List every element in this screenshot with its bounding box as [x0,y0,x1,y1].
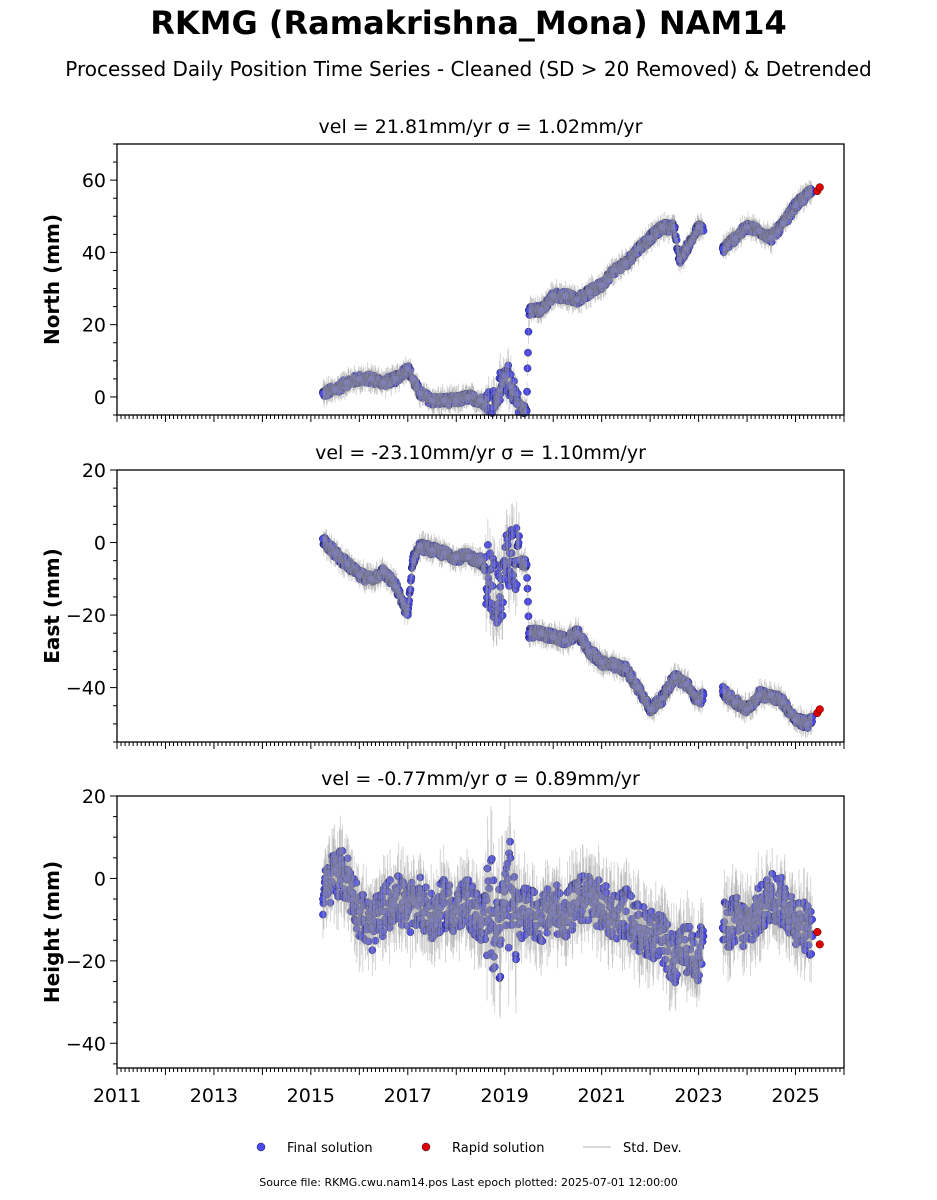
std-dev-bars [322,501,813,739]
final-solution-point [524,327,533,336]
y-axis-label: East (mm) [40,548,64,664]
y-tick-label: 0 [94,387,106,409]
y-tick-label: 20 [82,460,106,482]
y-tick-label: −20 [66,605,106,627]
final-solution-point [510,377,518,385]
y-ticks: 0 20 40 60 [82,143,117,416]
final-solution-point [523,364,532,373]
x-ticks [116,415,845,422]
chart-main-title: RKMG (Ramakrishna_Mona) NAM14 [150,4,787,42]
y-tick-label: 0 [94,533,106,555]
rapid-solution-point [815,183,824,192]
y-axis-label: Height (mm) [40,861,64,1003]
final-solution-point [523,387,531,396]
panel-1: vel = -23.10mm/yr σ = 1.10mm/yr East (mm)… [40,442,845,749]
panel-title: vel = 21.81mm/yr σ = 1.02mm/yr [319,116,643,138]
x-ticks [116,742,845,749]
rapid-solution-point [815,705,824,714]
final-solution-point [504,361,513,370]
y-axis-label: North (mm) [40,214,64,345]
chart-subtitle: Processed Daily Position Time Series - C… [65,57,872,81]
panel-2: vel = -0.77mm/yr σ = 0.89mm/yr Height (mm… [40,768,845,1107]
y-tick-label: 60 [82,170,106,192]
y-tick-label: 40 [82,242,106,264]
panel-title: vel = -0.77mm/yr σ = 0.89mm/yr [321,768,640,790]
y-tick-label: −40 [66,678,106,700]
y-ticks: −40 −20 0 20 [66,460,117,743]
y-tick-label: 20 [82,315,106,337]
rapid-solution-points [813,705,824,718]
panel-title: vel = -23.10mm/yr σ = 1.10mm/yr [315,442,646,464]
std-dev-bars [322,180,813,415]
final-solution-points [319,184,817,417]
rapid-solution-points [813,183,824,196]
panel-0: vel = 21.81mm/yr σ = 1.02mm/yr North (mm)… [40,116,845,422]
axes-frame [116,143,845,416]
final-solution-point [524,348,532,357]
